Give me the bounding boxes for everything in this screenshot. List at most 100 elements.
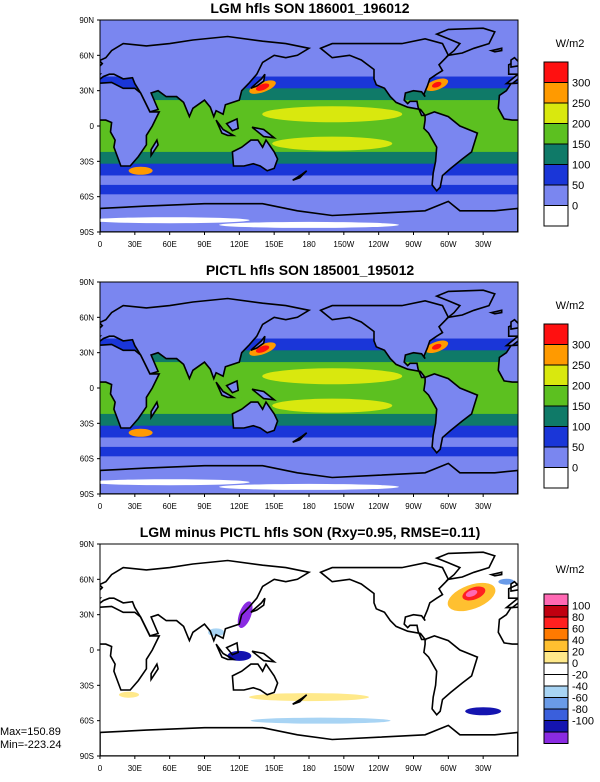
lat-tick-label: 0 (90, 384, 95, 393)
coastline (497, 344, 518, 383)
coastline (292, 432, 308, 443)
colorbar-label: 0 (572, 463, 578, 475)
colorbar-swatch (543, 405, 569, 427)
lat-tick-label: 30S (80, 681, 94, 690)
colorbar-swatch (543, 82, 569, 104)
colorbar-swatch (543, 123, 569, 145)
colorbar-label: 200 (572, 381, 590, 393)
units-label: W/m2 (555, 38, 585, 50)
colorbar-label: 100 (572, 601, 590, 613)
panel-title: LGM minus PICTL hfls SON (Rxy=0.95, RMSE… (139, 524, 481, 540)
coastline (225, 117, 240, 132)
colorbar-label: -40 (572, 681, 588, 693)
panel-title: PICTL hfls SON 185001_195012 (205, 262, 415, 278)
lat-tick-label: 30N (79, 87, 94, 96)
panel-lgm: LGM hfls SON 186001_196012 90N 60N 30N 0 30S… (0, 0, 600, 260)
lon-tick-label: 30W (475, 764, 492, 773)
coastline (292, 170, 308, 181)
lon-tick-label: 120W (368, 502, 389, 511)
coastline (423, 111, 479, 193)
colorbar-label: -100 (572, 716, 594, 728)
coastline (100, 200, 518, 232)
lat-tick-label: 90N (79, 16, 94, 25)
lat-tick-label: 0 (90, 122, 95, 131)
colorbar-label: 0 (572, 658, 578, 670)
coastline (250, 335, 266, 352)
map-frame (99, 19, 519, 233)
coastline (251, 388, 277, 401)
lat-tick-label: 90S (80, 490, 94, 499)
lon-tick-label: 30E (128, 764, 142, 773)
colorbar-swatch (543, 685, 569, 698)
coastline (225, 641, 240, 656)
coastline (510, 318, 518, 331)
lon-tick-label: 60W (440, 240, 457, 249)
colorbar-swatch (543, 628, 569, 641)
lat-tick-label: 30S (80, 419, 94, 428)
lon-tick-label: 90W (405, 764, 422, 773)
coastline (100, 559, 312, 643)
coastline (100, 35, 312, 119)
lon-tick-label: 60E (163, 502, 177, 511)
lon-tick-label: 30W (475, 240, 492, 249)
lon-tick-label: 90E (197, 764, 211, 773)
lon-tick-label: 120W (368, 240, 389, 249)
lon-tick-label: 150W (333, 240, 354, 249)
lon-tick-label: 30W (475, 502, 492, 511)
lon-tick-label: 120E (230, 764, 249, 773)
coastline (231, 662, 279, 696)
colorbar-swatch (543, 184, 569, 206)
panel-diff: LGM minus PICTL hfls SON (Rxy=0.95, RMSE… (0, 524, 600, 782)
colorbar-label: 50 (572, 180, 584, 192)
units-label: W/m2 (555, 564, 585, 576)
colorbar-label: -20 (572, 670, 588, 682)
coastline (231, 138, 279, 172)
lat-tick-label: 30N (79, 349, 94, 358)
map-pictl: 90N 60N 30N 0 30S 60S 90S 0 30E 60E 90E 120E 150E 180… (79, 278, 519, 511)
colorbar-label: 0 (572, 201, 578, 213)
coastline (250, 73, 266, 90)
stats-min: Min=-223.24 (0, 739, 62, 751)
coastline (423, 635, 479, 717)
coastline (292, 694, 308, 705)
lon-tick-label: 60E (163, 240, 177, 249)
coastline (150, 138, 159, 159)
lat-tick-label: 30N (79, 611, 94, 620)
colorbar-swatch (543, 385, 569, 407)
colorbar-swatch (543, 467, 569, 489)
lon-tick-label: 60E (163, 764, 177, 773)
lon-tick-label: 180 (302, 764, 316, 773)
lon-tick-label: 90W (405, 240, 422, 249)
lat-tick-label: 90N (79, 540, 94, 549)
lon-tick-label: 0 (98, 502, 103, 511)
colorbar-label: 300 (572, 78, 590, 90)
colorbar-swatch (543, 616, 569, 629)
coastline (510, 580, 518, 593)
colorbar-label: 60 (572, 624, 584, 636)
coastline (488, 309, 503, 315)
lon-tick-label: 120E (230, 502, 249, 511)
coastline (100, 462, 518, 494)
colorbar-label: 150 (572, 139, 590, 151)
map-frame (99, 281, 519, 495)
colorbar-swatch (543, 651, 569, 664)
lon-tick-label: 150E (265, 502, 284, 511)
lon-tick-label: 150E (265, 240, 284, 249)
colorbar-swatch (543, 344, 569, 366)
coastline (488, 47, 503, 53)
map-diff: 90N 60N 30N 0 30S 60S 90S 0 30E 60E 90E 120E 150E 180… (79, 540, 519, 773)
coastline (423, 373, 479, 455)
lat-tick-label: 0 (90, 646, 95, 655)
colorbar-swatch (543, 446, 569, 468)
colorbar-label: 300 (572, 340, 590, 352)
lon-tick-label: 150E (265, 764, 284, 773)
lon-tick-label: 90E (197, 502, 211, 511)
colorbar-label: 80 (572, 612, 584, 624)
colorbar-label: 250 (572, 360, 590, 372)
colorbar-label: 200 (572, 119, 590, 131)
coastline (250, 597, 266, 614)
lat-tick-label: 30S (80, 157, 94, 166)
lat-tick-label: 60N (79, 575, 94, 584)
coastline (100, 297, 312, 381)
